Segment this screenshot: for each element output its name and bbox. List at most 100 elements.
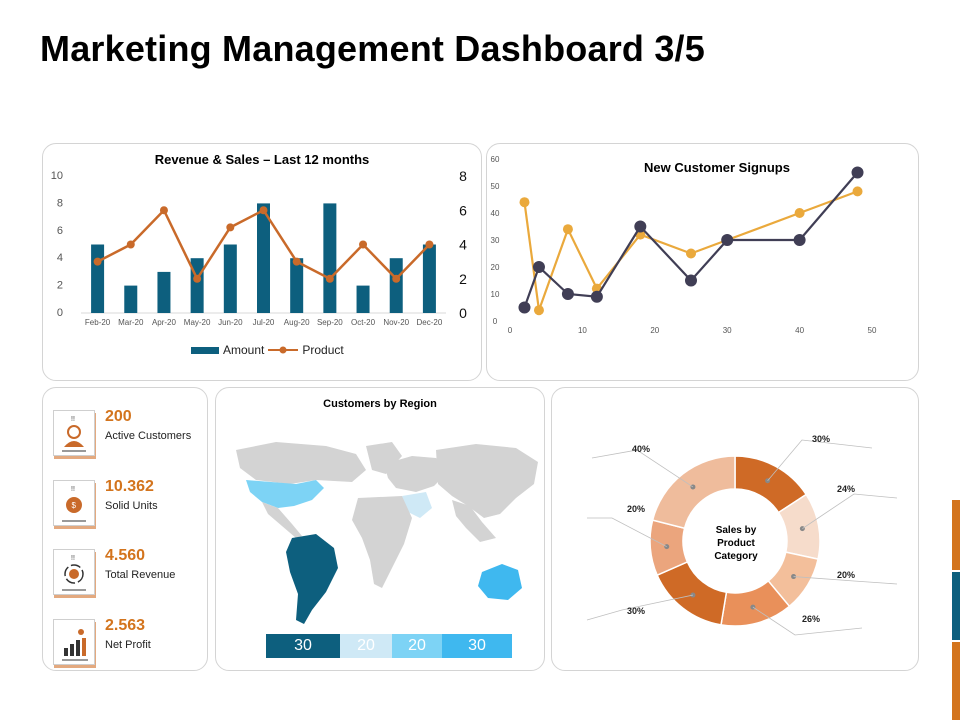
point-product xyxy=(193,274,202,283)
map-africa xyxy=(352,496,412,588)
x-tick-label: May-20 xyxy=(184,318,211,327)
point-series-navy xyxy=(793,234,806,246)
x-tick-label: Sep-20 xyxy=(317,318,343,327)
map-central-america xyxy=(262,502,302,538)
region-segment-4: 30 xyxy=(442,634,512,658)
point-series-navy xyxy=(590,290,603,303)
x-tick-label: 30 xyxy=(723,326,732,335)
x-tick-label: 10 xyxy=(578,326,587,335)
x-tick-label: Oct-20 xyxy=(351,318,376,327)
revenue-legend: Amount Product xyxy=(191,343,344,357)
donut-leader-line xyxy=(586,594,694,621)
x-tick-label: Nov-20 xyxy=(383,318,409,327)
svg-text:!!: !! xyxy=(71,416,75,423)
kpi-active-customers: !! 200 Active Customers xyxy=(47,406,247,462)
kpi-value: 10.362 xyxy=(105,478,154,495)
point-series-navy xyxy=(634,220,647,233)
bar-amount xyxy=(257,203,270,313)
point-series-navy xyxy=(532,261,545,273)
map-south-america xyxy=(286,534,338,624)
point-product xyxy=(159,206,168,215)
y-tick-label: 40 xyxy=(491,209,500,218)
donut-chart: 30% 24% 20% 26% 30% 20% 40% xyxy=(586,434,898,636)
bar-amount xyxy=(190,258,204,313)
point-product xyxy=(93,257,102,266)
y-right-tick-label: 6 xyxy=(459,202,467,218)
x-tick-label: Mar-20 xyxy=(118,318,144,327)
y-tick-label: 50 xyxy=(491,182,500,191)
x-tick-label: Dec-20 xyxy=(417,318,443,327)
donut-slice xyxy=(651,455,736,530)
donut-center-label: Sales by Product Category xyxy=(714,525,758,562)
donut-leader-line xyxy=(587,517,667,548)
y-tick-label: 60 xyxy=(491,155,500,164)
x-tick-label: Feb-20 xyxy=(85,318,111,327)
point-series-gold xyxy=(794,208,805,218)
side-accent-orange-top xyxy=(952,500,960,570)
support-agent-icon: !! xyxy=(53,410,95,456)
y-tick-label: 20 xyxy=(491,263,500,272)
point-product xyxy=(226,223,235,232)
donut-percent-label: 30% xyxy=(627,606,645,616)
point-series-gold xyxy=(519,197,530,208)
y-right-tick-label: 8 xyxy=(459,168,467,184)
donut-percent-label: 24% xyxy=(837,484,855,494)
svg-text:!!: !! xyxy=(71,555,75,562)
y-left-tick-label: 2 xyxy=(57,280,63,292)
signups-panel: New Customer Signups 0 10 20 30 40 50 60 0 10 20 3… xyxy=(486,143,919,381)
revenue-panel: Revenue & Sales – Last 12 months 0 2 4 6 8 10… xyxy=(42,143,482,381)
map-australia xyxy=(478,564,522,600)
svg-text:$: $ xyxy=(72,501,77,510)
point-series-navy xyxy=(518,301,531,314)
map-middle-east xyxy=(402,492,432,518)
region-panel: Customers by Region xyxy=(215,387,545,671)
point-series-navy xyxy=(561,288,574,300)
side-accent-orange-bottom xyxy=(952,642,960,720)
kpi-value: 200 xyxy=(105,408,132,425)
donut-slice-marker xyxy=(791,574,797,580)
kpi-net-profit: 2.563 Net Profit xyxy=(47,615,247,671)
point-series-navy xyxy=(721,234,734,246)
point-series-gold xyxy=(562,224,573,235)
donut-percent-label: 40% xyxy=(632,444,650,454)
coin-bag-icon: !! $ xyxy=(53,480,95,526)
dollar-cycle-icon: !! xyxy=(53,549,95,595)
kpi-label: Net Profit xyxy=(105,639,151,651)
y-tick-label: 30 xyxy=(491,236,500,245)
donut-leader-line xyxy=(752,606,863,636)
point-series-gold xyxy=(852,186,863,197)
donut-leader-line xyxy=(591,449,694,488)
legend-product-label: Product xyxy=(302,343,344,357)
line-series-navy xyxy=(523,171,859,308)
point-product xyxy=(325,274,334,283)
point-product xyxy=(126,240,135,249)
donut-percent-label: 30% xyxy=(812,434,830,444)
legend-amount-label: Amount xyxy=(223,343,265,357)
x-tick-label: Apr-20 xyxy=(152,318,177,327)
map-north-america-usa xyxy=(246,480,324,508)
y-tick-label: 10 xyxy=(491,290,500,299)
x-tick-label: 40 xyxy=(795,326,804,335)
y-tick-label: 0 xyxy=(493,317,498,326)
bar-amount xyxy=(356,285,370,313)
y-left-tick-label: 10 xyxy=(51,170,63,182)
x-tick-label: 50 xyxy=(868,326,877,335)
signups-chart-title: New Customer Signups xyxy=(644,160,790,175)
y-right-tick-label: 4 xyxy=(459,237,467,253)
point-product xyxy=(259,206,268,215)
x-tick-label: 20 xyxy=(650,326,659,335)
kpi-label: Active Customers xyxy=(105,430,192,442)
point-product xyxy=(392,274,401,283)
page-title: Marketing Management Dashboard 3/5 xyxy=(40,28,705,69)
revenue-chart-title: Revenue & Sales – Last 12 months xyxy=(154,152,370,167)
revenue-chart: 0 2 4 6 8 10 0 2 4 6 8 Feb-20 Mar-20 Apr-20 May-20 Jun-… xyxy=(51,168,467,327)
point-product xyxy=(359,240,368,249)
donut-panel: 30% 24% 20% 26% 30% 20% 40% Sales by Product C… xyxy=(551,387,919,671)
map-canada xyxy=(236,442,366,484)
bar-amount xyxy=(91,244,105,313)
donut-percent-label: 20% xyxy=(837,570,855,580)
kpi-label: Total Revenue xyxy=(105,569,176,581)
point-series-gold xyxy=(533,305,544,316)
bar-amount xyxy=(124,285,138,313)
y-left-tick-label: 4 xyxy=(57,252,63,264)
